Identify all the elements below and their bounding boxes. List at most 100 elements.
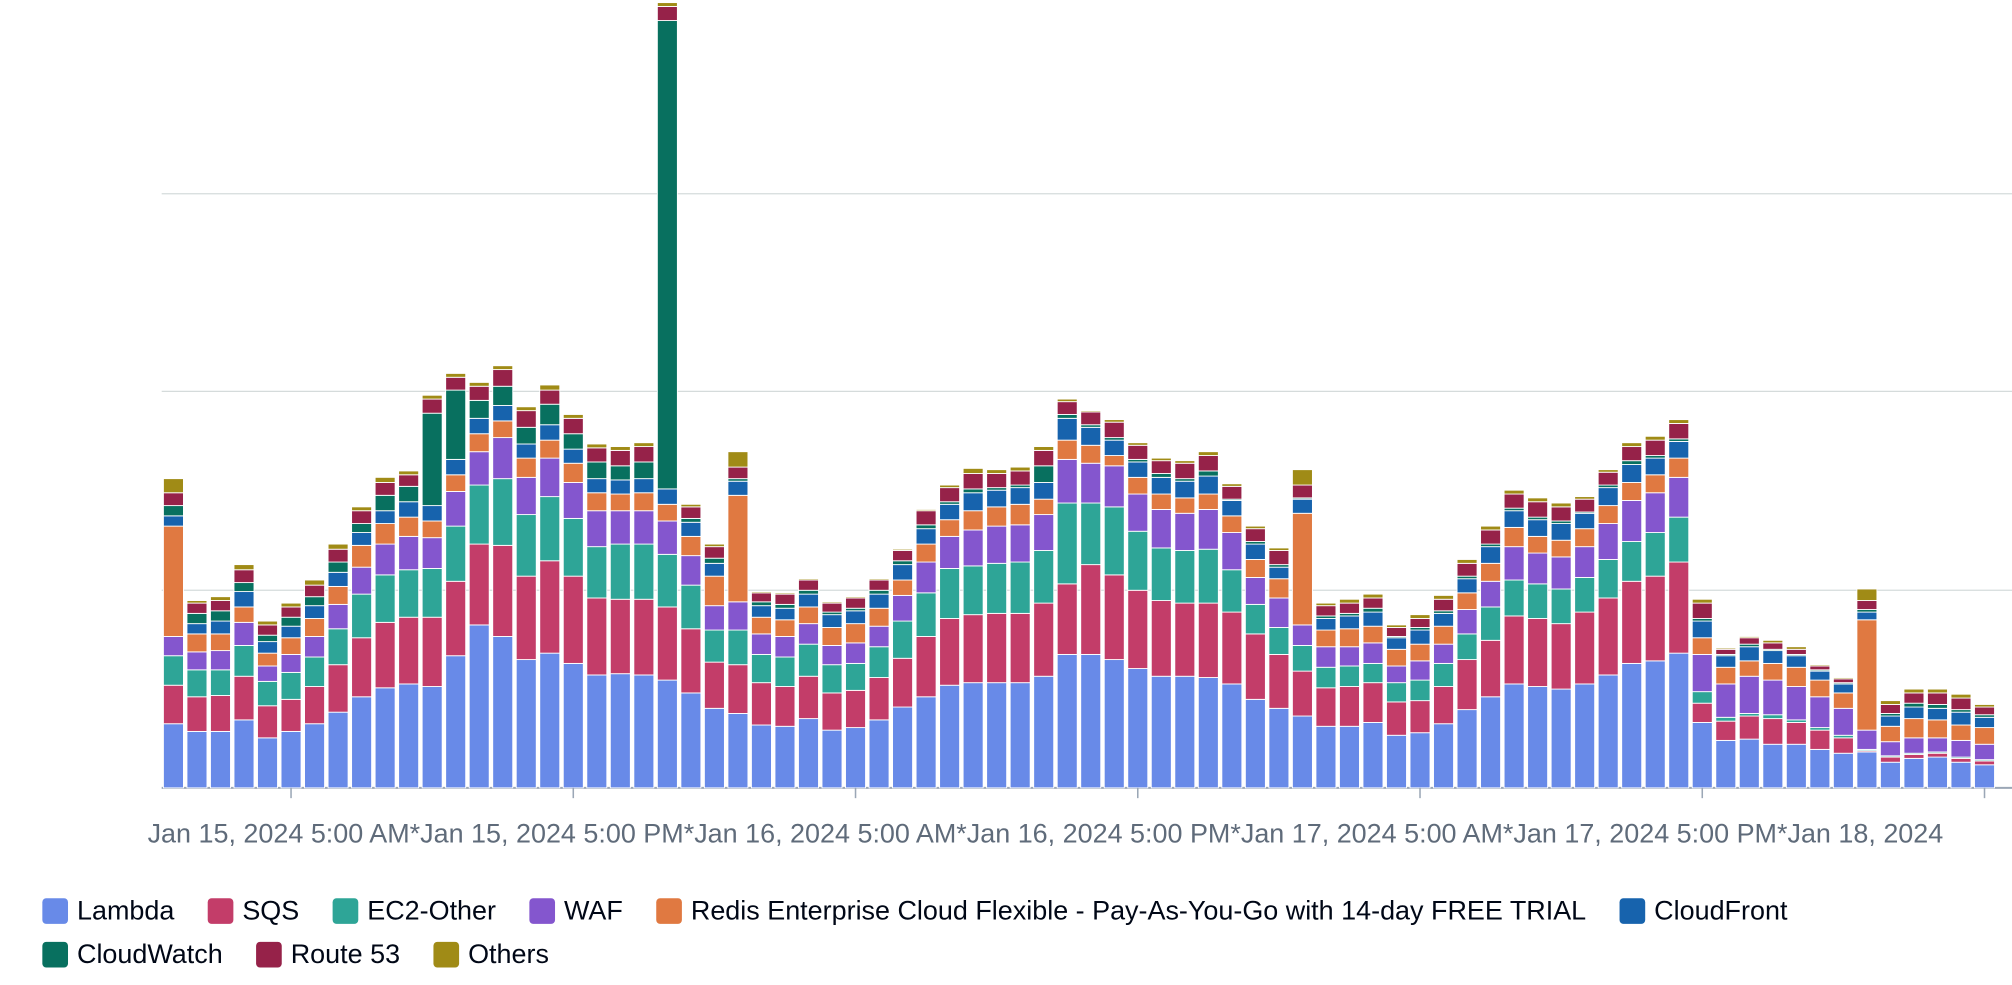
legend-label: SQS (242, 895, 299, 925)
bar-segment (1550, 523, 1572, 541)
bar-segment (774, 686, 796, 727)
bar-segment (1339, 646, 1360, 667)
legend-label: CloudFront (1654, 895, 1788, 925)
bar-segment (1409, 643, 1431, 662)
bar-segment (703, 546, 725, 559)
bar-segment (1221, 485, 1243, 500)
bar-segment (986, 489, 1008, 508)
bar-segment (1221, 483, 1243, 487)
bar-segment (1339, 686, 1360, 727)
x-tick-label: Jan 15, 2024 5:00 AM* (148, 818, 421, 848)
bar-segment (1080, 410, 1102, 413)
bar-segment (845, 662, 866, 691)
bar-segment (1221, 532, 1243, 571)
bar-segment (633, 461, 655, 480)
bar-segment (586, 510, 608, 548)
bar-segment (915, 696, 937, 789)
bar-segment (1362, 662, 1384, 684)
bar-segment (1785, 655, 1807, 668)
bar-segment (327, 548, 349, 563)
bar-segment (609, 493, 631, 512)
bar-segment (233, 582, 255, 593)
bar-segment (1244, 576, 1266, 605)
bar-segment (492, 544, 514, 637)
bar-segment (1903, 702, 1925, 708)
bar-segment (1879, 715, 1901, 727)
bar-segment (351, 566, 373, 595)
bar-segment (939, 618, 961, 686)
bar-segment (1080, 426, 1102, 446)
bar-segment (1103, 659, 1125, 789)
bar-segment (798, 675, 819, 720)
bar-segment (1244, 633, 1266, 700)
bar-segment (892, 564, 914, 581)
bar-segment (1127, 444, 1149, 460)
bar-segment (1715, 739, 1737, 789)
bar-segment (1809, 748, 1831, 789)
bar-segment (562, 417, 584, 435)
bar-segment (210, 650, 231, 671)
bar-segment (1927, 692, 1948, 705)
bar-segment (1715, 716, 1737, 722)
bar-segment (1715, 655, 1737, 668)
bar-segment (1879, 704, 1901, 714)
bar-segment (939, 484, 961, 489)
legend-item: EC2-Other (332, 895, 496, 925)
bar-segment (468, 385, 490, 401)
legend-item: SQS (207, 895, 299, 925)
bar-segment (1903, 754, 1925, 759)
bar-segment (1715, 720, 1737, 741)
bar-segment (515, 426, 537, 445)
bar-segment (210, 669, 231, 696)
legend-item: Lambda (42, 895, 174, 925)
bar-segment (186, 623, 208, 635)
bar-segment (633, 442, 655, 448)
bar-segment (515, 514, 537, 577)
bar-segment (868, 593, 890, 609)
bar-segment (750, 724, 772, 789)
bar-segment (1480, 606, 1502, 641)
bar-segment (280, 602, 302, 608)
bar-segment (1903, 688, 1925, 694)
bar-segment (1339, 725, 1360, 789)
bar-segment (1527, 535, 1549, 554)
bar-segment (327, 561, 349, 573)
bar-segment (633, 598, 655, 676)
bar-segment (1480, 580, 1502, 608)
bar-segment (1621, 464, 1643, 483)
bar-segment (727, 451, 749, 468)
bar-segment (1433, 625, 1454, 645)
legend-item: CloudWatch (42, 939, 223, 969)
bar-segment (1738, 646, 1760, 662)
bar-segment (727, 664, 749, 714)
bar-segment (1480, 639, 1502, 698)
bar-segment (304, 723, 326, 789)
bar-segment (1033, 446, 1055, 451)
bar-segment (1150, 493, 1172, 510)
bar-segment (1150, 547, 1172, 601)
bar-segment (1621, 446, 1643, 462)
bar-segment (210, 610, 231, 622)
bar-segment (1832, 737, 1854, 754)
bar-segment (1527, 519, 1549, 537)
bar-segment (327, 711, 349, 789)
bar-segment (304, 656, 326, 687)
bar-segment (1315, 605, 1337, 617)
bar-segment (398, 535, 420, 571)
bar-segment (468, 417, 490, 435)
bar-segment (1550, 688, 1572, 789)
legend-item: CloudFront (1619, 895, 1788, 925)
bar-segment (1056, 414, 1078, 419)
bar-segment (1974, 743, 1995, 761)
bar-segment (1644, 575, 1666, 662)
bar-segment (1668, 423, 1690, 440)
bar-segment (1832, 692, 1854, 709)
bar-segment (1809, 696, 1831, 729)
bar-segment (445, 525, 467, 582)
bar-segment (1879, 725, 1901, 743)
bar-segment (1362, 611, 1384, 627)
bar-segment (586, 597, 608, 676)
bar-segment (1315, 602, 1337, 607)
bar-segment (986, 682, 1008, 789)
bar-segment (1456, 578, 1478, 594)
